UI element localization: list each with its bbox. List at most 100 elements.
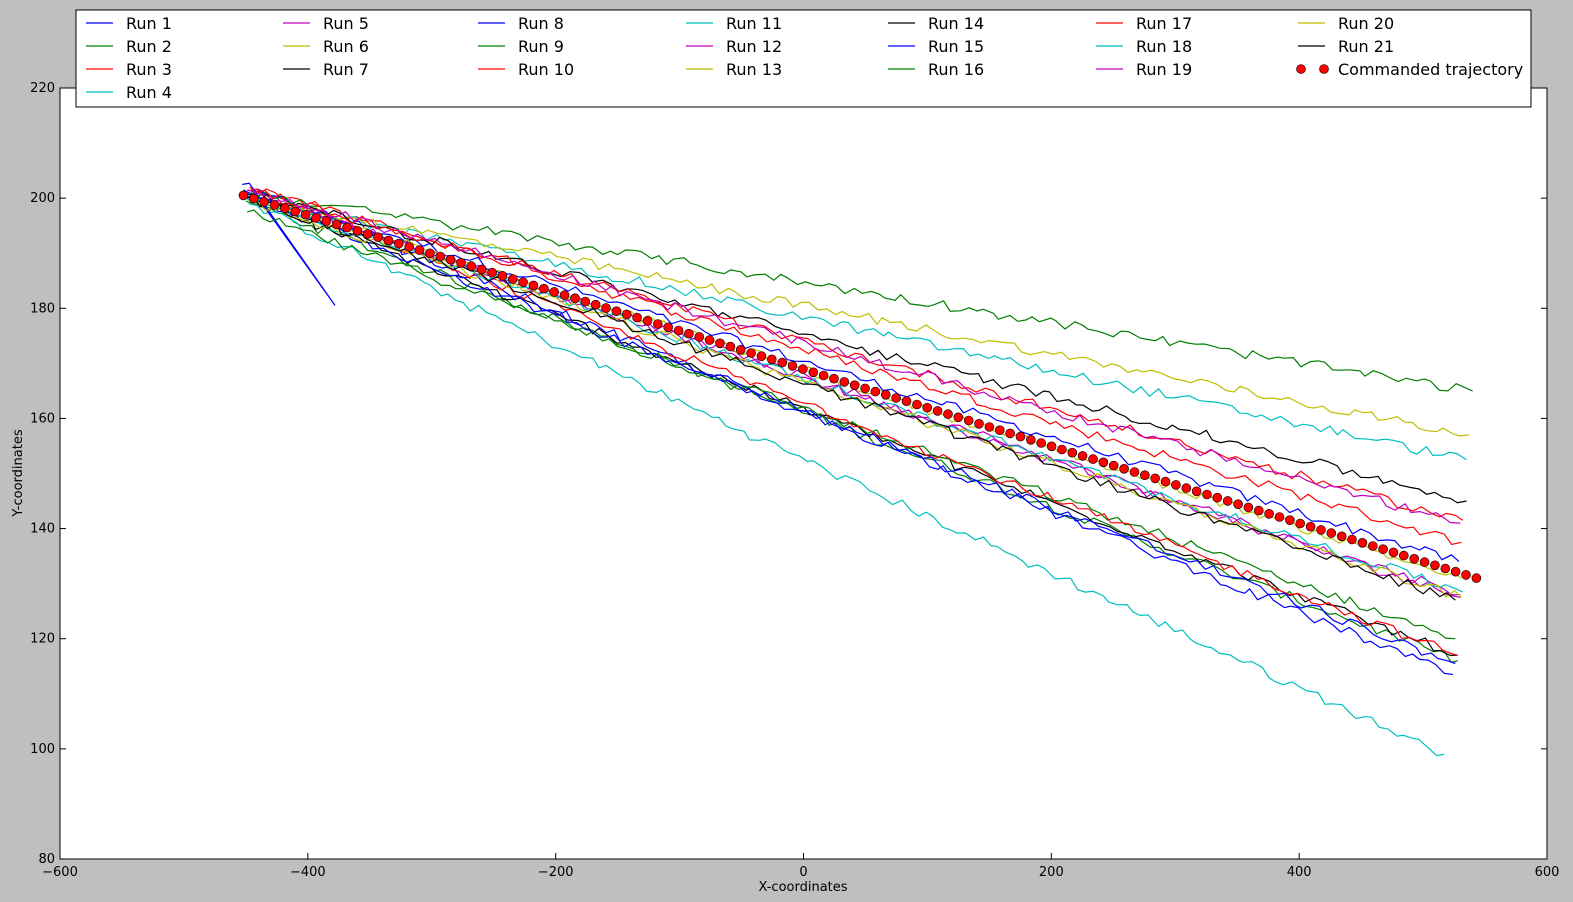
legend-item-run-10: Run 10 xyxy=(478,60,574,79)
commanded-point xyxy=(393,238,404,249)
commanded-point xyxy=(549,287,560,297)
commanded-point xyxy=(507,274,518,284)
commanded-point xyxy=(279,203,290,214)
legend-item-run-13: Run 13 xyxy=(686,60,782,79)
commanded-point xyxy=(798,364,808,374)
y-tick-label: 140 xyxy=(30,522,55,537)
commanded-point xyxy=(880,389,891,400)
legend-item-run-3: Run 3 xyxy=(86,60,172,79)
legend-label: Run 10 xyxy=(518,60,574,79)
legend-box xyxy=(75,9,1532,108)
series-line-run-16 xyxy=(250,191,1473,392)
y-tick-label: 160 xyxy=(30,411,55,426)
series-line-run-4 xyxy=(248,203,1445,757)
legend-label: Run 8 xyxy=(518,14,564,33)
legend-item-run-9: Run 9 xyxy=(478,37,564,56)
commanded-point xyxy=(1222,496,1233,506)
legend-label: Run 16 xyxy=(928,60,984,79)
commanded-point xyxy=(901,396,912,407)
legend-marker xyxy=(1319,64,1329,74)
commanded-point xyxy=(456,258,466,268)
commanded-point xyxy=(746,348,756,358)
legend-label: Run 13 xyxy=(726,60,782,79)
commanded-point xyxy=(735,344,746,355)
commanded-point xyxy=(777,357,788,368)
commanded-point xyxy=(1471,573,1482,583)
commanded-point xyxy=(1036,438,1046,448)
commanded-point xyxy=(1015,431,1026,442)
commanded-point xyxy=(891,393,901,403)
legend-label: Run 14 xyxy=(928,14,984,33)
legend-marker xyxy=(1296,64,1306,74)
commanded-point xyxy=(259,197,269,207)
commanded-point xyxy=(818,370,829,381)
commanded-point xyxy=(787,361,798,371)
legend: Run 1 Run 2 Run 3 Run 4 Run 5 Run 6 Run 7 Run 8… xyxy=(75,9,1532,108)
commanded-point xyxy=(414,245,425,255)
commanded-point xyxy=(435,251,446,262)
commanded-point xyxy=(590,299,601,310)
series-line-run-11 xyxy=(248,197,1467,461)
commanded-point xyxy=(1233,499,1243,510)
commanded-point xyxy=(1098,457,1109,468)
commanded-point xyxy=(300,209,311,220)
x-tick-label: −200 xyxy=(538,865,574,880)
commanded-point xyxy=(290,206,301,217)
commanded-point xyxy=(383,235,394,246)
x-tick-label: −400 xyxy=(290,865,326,880)
legend-item-run-19: Run 19 xyxy=(1096,60,1192,79)
commanded-point xyxy=(1347,534,1357,545)
commanded-point xyxy=(1368,541,1378,551)
commanded-point xyxy=(1108,460,1119,471)
commanded-point xyxy=(1295,518,1305,529)
legend-label: Run 17 xyxy=(1136,14,1192,33)
commanded-point xyxy=(487,267,497,278)
commanded-point xyxy=(621,309,632,320)
commanded-point xyxy=(860,383,870,394)
series-line-run-13 xyxy=(249,196,1469,437)
commanded-point xyxy=(974,418,984,429)
legend-item-run-7: Run 7 xyxy=(283,60,369,79)
commanded-point xyxy=(1336,531,1347,542)
legend-label: Run 4 xyxy=(126,83,172,102)
y-tick-label: 220 xyxy=(30,81,55,96)
commanded-point xyxy=(539,283,549,294)
commanded-point xyxy=(570,293,580,304)
legend-label: Run 3 xyxy=(126,60,172,79)
series-line-run-15 xyxy=(244,194,1456,665)
commanded-point xyxy=(953,412,964,423)
legend-label: Run 6 xyxy=(323,37,369,56)
commanded-point xyxy=(528,280,539,291)
commanded-point xyxy=(1316,525,1326,535)
commanded-point xyxy=(1160,476,1171,487)
commanded-point xyxy=(611,306,622,317)
legend-item-run-2: Run 2 xyxy=(86,37,172,56)
legend-item-run-5: Run 5 xyxy=(283,14,369,33)
commanded-point xyxy=(963,415,974,426)
y-tick-label: 120 xyxy=(30,632,55,647)
commanded-point xyxy=(849,380,860,391)
commanded-point xyxy=(725,341,736,352)
series-line-run-5 xyxy=(250,192,1461,598)
commanded-point xyxy=(1326,528,1337,538)
legend-item-run-21: Run 21 xyxy=(1298,37,1394,56)
commanded-point xyxy=(673,325,684,336)
legend-label: Run 18 xyxy=(1136,37,1192,56)
commanded-point xyxy=(1388,547,1399,558)
legend-label: Run 21 xyxy=(1338,37,1394,56)
legend-item-run-17: Run 17 xyxy=(1096,14,1192,33)
commanded-point xyxy=(445,254,456,265)
commanded-point xyxy=(1067,447,1078,458)
commanded-point xyxy=(1057,444,1067,455)
legend-label: Run 9 xyxy=(518,37,564,56)
legend-label: Run 5 xyxy=(323,14,369,33)
commanded-point xyxy=(1150,473,1160,484)
legend-label: Run 11 xyxy=(726,14,782,33)
commanded-point xyxy=(1285,515,1295,526)
legend-label: Run 20 xyxy=(1338,14,1394,33)
commanded-point xyxy=(1140,470,1150,481)
commanded-point xyxy=(984,422,995,432)
commanded-point xyxy=(425,248,435,259)
series-line-run-3 xyxy=(249,186,1462,546)
